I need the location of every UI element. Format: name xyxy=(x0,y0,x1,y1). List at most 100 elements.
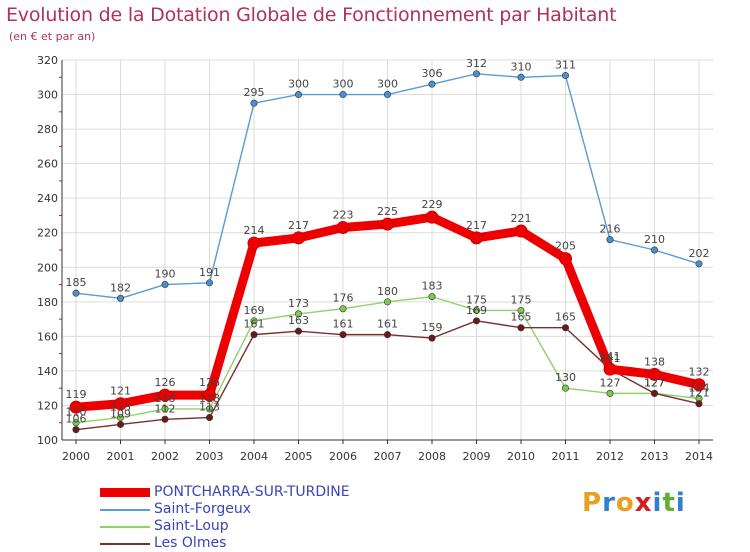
y-tick-label: 260 xyxy=(37,158,58,171)
legend-swatch xyxy=(100,543,150,545)
x-tick-label: 2000 xyxy=(62,450,90,463)
data-point-saint-loup xyxy=(428,293,436,301)
y-tick-label: 140 xyxy=(37,365,58,378)
data-label-les-olmes: 106 xyxy=(66,413,87,426)
x-tick-label: 2010 xyxy=(507,450,535,463)
data-label-saint-loup: 118 xyxy=(155,392,176,405)
data-label-les-olmes: 165 xyxy=(511,311,532,324)
data-point-saint-loup xyxy=(472,306,480,314)
data-point-saint-forgeux xyxy=(561,72,569,80)
data-point-pontcharra-sur-turdine xyxy=(470,231,483,245)
data-point-les-olmes xyxy=(561,324,569,332)
data-point-saint-loup xyxy=(72,419,80,427)
data-point-saint-forgeux xyxy=(695,260,703,268)
data-point-pontcharra-sur-turdine xyxy=(292,231,305,245)
data-point-saint-forgeux xyxy=(517,73,525,81)
y-tick-label: 320 xyxy=(37,54,58,67)
data-label-saint-forgeux: 190 xyxy=(155,268,176,281)
data-label-les-olmes: 165 xyxy=(555,311,576,324)
logo-letter: i xyxy=(652,488,663,518)
data-point-saint-loup xyxy=(250,317,258,325)
data-point-les-olmes xyxy=(206,414,214,422)
data-point-saint-forgeux xyxy=(294,91,302,99)
data-point-saint-forgeux xyxy=(250,99,258,107)
data-label-les-olmes: 159 xyxy=(422,321,443,334)
data-label-les-olmes: 112 xyxy=(155,402,176,415)
data-point-pontcharra-sur-turdine xyxy=(336,221,350,235)
data-label-saint-forgeux: 306 xyxy=(422,67,443,80)
y-tick-label: 160 xyxy=(37,330,58,343)
data-label-saint-loup: 110 xyxy=(66,406,87,419)
data-point-les-olmes xyxy=(517,324,525,332)
data-point-les-olmes xyxy=(383,331,391,339)
data-label-saint-loup: 169 xyxy=(244,304,265,317)
data-point-pontcharra-sur-turdine xyxy=(158,388,172,402)
data-point-saint-forgeux xyxy=(650,246,658,254)
data-point-pontcharra-sur-turdine xyxy=(692,378,706,392)
data-label-pontcharra-sur-turdine: 132 xyxy=(689,366,710,379)
data-label-les-olmes: 169 xyxy=(466,304,487,317)
x-tick-label: 2012 xyxy=(596,450,624,463)
data-point-saint-loup xyxy=(606,389,614,397)
y-tick-label: 300 xyxy=(37,89,58,102)
data-label-pontcharra-sur-turdine: 225 xyxy=(377,205,398,218)
data-label-saint-loup: 175 xyxy=(511,293,532,306)
data-label-saint-loup: 118 xyxy=(199,392,220,405)
y-tick-label: 240 xyxy=(37,192,58,205)
data-point-saint-loup xyxy=(161,405,169,413)
data-label-pontcharra-sur-turdine: 214 xyxy=(244,224,265,237)
logo-letter: o xyxy=(615,488,635,518)
data-label-saint-forgeux: 295 xyxy=(244,86,265,99)
logo-letter: t xyxy=(662,488,676,518)
data-label-pontcharra-sur-turdine: 221 xyxy=(511,212,532,225)
data-label-pontcharra-sur-turdine: 141 xyxy=(600,350,621,363)
x-tick-label: 2006 xyxy=(329,450,357,463)
legend-label: Les Olmes xyxy=(154,535,227,551)
y-tick-label: 120 xyxy=(37,399,58,412)
x-tick-label: 2014 xyxy=(685,450,713,463)
data-point-saint-loup xyxy=(206,405,214,413)
data-point-les-olmes xyxy=(339,331,347,339)
logo-letter: P xyxy=(582,488,603,518)
data-point-les-olmes xyxy=(428,334,436,342)
x-tick-label: 2013 xyxy=(641,450,669,463)
data-label-saint-forgeux: 311 xyxy=(555,59,576,72)
data-point-saint-loup xyxy=(117,414,125,422)
data-point-saint-forgeux xyxy=(606,236,614,244)
data-label-saint-loup: 113 xyxy=(110,401,131,414)
data-point-pontcharra-sur-turdine xyxy=(514,224,528,238)
x-tick-label: 2003 xyxy=(196,450,224,463)
data-label-pontcharra-sur-turdine: 119 xyxy=(66,388,87,401)
data-point-saint-loup xyxy=(383,298,391,306)
data-label-saint-forgeux: 216 xyxy=(600,223,621,236)
data-point-saint-loup xyxy=(294,310,302,318)
data-point-les-olmes xyxy=(250,331,258,339)
data-label-saint-forgeux: 185 xyxy=(66,276,87,289)
data-label-les-olmes: 121 xyxy=(689,387,710,400)
chart-subtitle: (en € et par an) xyxy=(9,30,96,43)
data-point-pontcharra-sur-turdine xyxy=(203,388,216,402)
data-point-pontcharra-sur-turdine xyxy=(114,397,127,411)
data-point-pontcharra-sur-turdine xyxy=(69,400,83,414)
data-point-les-olmes xyxy=(650,389,658,397)
data-label-saint-loup: 124 xyxy=(689,382,710,395)
data-point-pontcharra-sur-turdine xyxy=(425,210,439,224)
data-label-saint-loup: 180 xyxy=(377,285,398,298)
data-point-saint-forgeux xyxy=(117,294,125,302)
data-label-saint-loup: 130 xyxy=(555,371,576,384)
data-label-saint-forgeux: 300 xyxy=(288,78,309,91)
data-point-les-olmes xyxy=(117,420,125,428)
data-point-saint-forgeux xyxy=(339,91,347,99)
data-label-pontcharra-sur-turdine: 223 xyxy=(333,209,354,222)
data-point-saint-loup xyxy=(339,305,347,313)
data-label-saint-forgeux: 202 xyxy=(689,247,710,260)
data-label-saint-loup: 173 xyxy=(288,297,309,310)
y-tick-label: 100 xyxy=(37,434,58,447)
data-label-les-olmes: 113 xyxy=(199,401,220,414)
data-label-pontcharra-sur-turdine: 229 xyxy=(422,198,443,211)
proxiti-logo: Proxiti xyxy=(582,488,686,518)
x-tick-label: 2002 xyxy=(151,450,179,463)
y-tick-label: 280 xyxy=(37,123,58,136)
data-point-les-olmes xyxy=(161,415,169,423)
